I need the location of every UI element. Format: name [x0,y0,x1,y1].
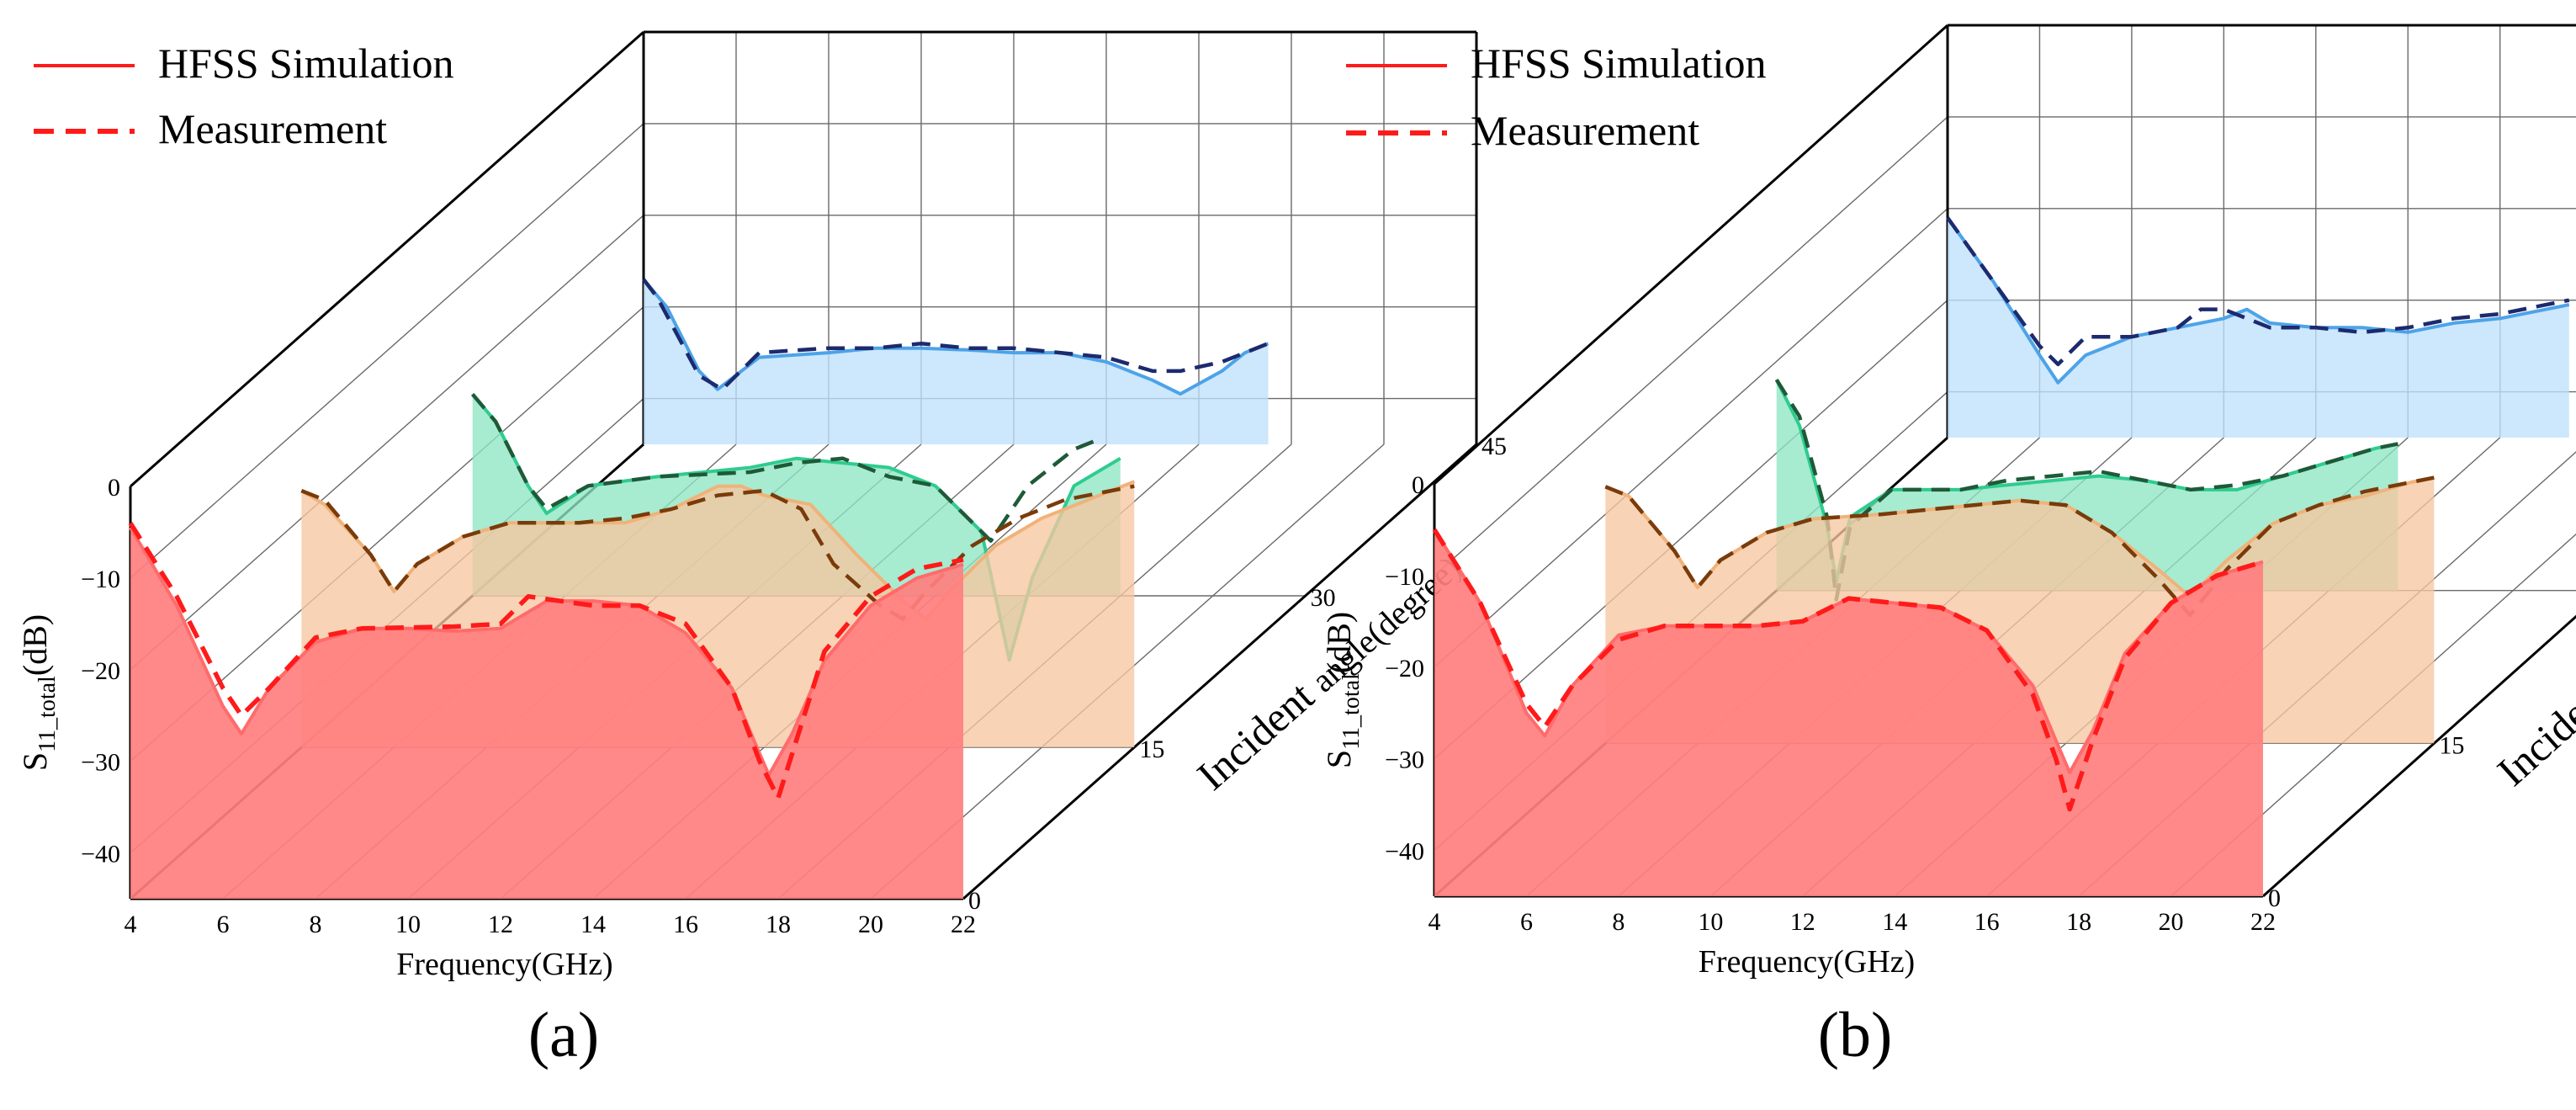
x-tick-label: 8 [310,911,322,938]
x-axis-label: Frequency(GHz) [396,947,612,982]
measurement-line-45deg [1946,216,2570,367]
area-fill-0deg [130,528,963,899]
y-tick-label: −10 [81,566,120,593]
x-tick-label: 16 [1974,908,2000,936]
y-tick-label: −40 [1385,838,1424,866]
legend: HFSS Simulation Measurement [1346,40,1767,154]
z-axis-line [962,443,1477,900]
measurement-line-0deg [1432,528,2264,812]
x-tick-labels: 4 6 8 10 12 14 16 18 20 22 [125,911,977,938]
x-axis-label: Frequency(GHz) [1699,944,1915,980]
z-tick-label: 15 [2439,731,2464,759]
y-axis-label-subscript: 11_total [34,676,61,752]
area-fill-0deg [1434,529,2263,896]
x-tick-label: 4 [125,911,137,938]
x-tick-label: 22 [2250,908,2276,936]
y-axis-label-unit: (dB) [1320,612,1358,673]
y-tick-label: −20 [81,657,120,685]
side-wall-gridline [130,123,644,579]
z-tick-label: 15 [1139,736,1164,763]
x-tick-label: 4 [1428,908,1441,936]
series-0deg [1432,528,2264,896]
y-axis-label: S11_total(dB) [1320,612,1365,768]
top-left-edge [130,30,644,488]
x-tick-label: 14 [580,911,606,938]
legend: HFSS Simulation Measurement [34,40,454,152]
series-45deg [642,278,1269,444]
y-tick-label: −30 [81,749,120,777]
y-axis-label: S11_total(dB) [16,614,61,771]
y-tick-label: 0 [1412,471,1424,499]
x-tick-label: 18 [766,911,791,938]
x-tick-label: 20 [2159,908,2184,936]
simulation-line-45deg [1946,216,2570,385]
x-tick-label: 10 [1698,908,1723,936]
area-fill-45deg [644,279,1269,444]
x-tick-label: 6 [1520,908,1533,936]
z-tick-label: 0 [968,887,981,915]
side-wall-gridline [130,215,644,671]
top-left-edge [1434,24,1948,486]
z-tick-label: 0 [2268,884,2281,912]
x-tick-label: 14 [1882,908,1907,936]
side-wall-gridline [130,306,644,762]
y-tick-label: −30 [1385,746,1424,774]
panel-a: 4 6 8 10 12 14 16 18 20 220−10−20−30−400153045Fre… [16,30,1507,1070]
side-wall-gridline [1434,300,1948,760]
y-axis-label-subscript: 11_total [1338,673,1365,750]
y-tick-labels: 0 −10 −20 −30 −40 [81,474,120,868]
legend-simulation-label: HFSS Simulation [158,40,454,87]
panel-caption: (a) [528,1000,599,1070]
x-tick-label: 22 [951,911,976,938]
series-0deg [128,522,964,899]
z-axis-label-main: Incident [1188,666,1330,799]
y-tick-label: 0 [108,474,120,502]
z-axis-line [2262,614,2576,898]
series-45deg [1946,216,2570,438]
area-fill-45deg [1948,217,2569,438]
x-tick-label: 18 [2066,908,2091,936]
side-wall-gridline [1434,208,1948,668]
legend-measurement-label: Measurement [158,105,387,152]
x-tick-label: 12 [1790,908,1815,936]
measurement-line-45deg [642,278,1269,391]
z-axis-label-main: Incident [2489,661,2576,794]
x-tick-label: 16 [673,911,698,938]
legend-measurement-label: Measurement [1471,107,1699,154]
x-tick-label: 6 [217,911,230,938]
z-tick-label: 30 [1311,584,1336,612]
y-tick-label: −20 [1385,655,1424,682]
y-tick-labels: 0 −10 −20 −30 −40 [1385,471,1424,866]
panel-caption: (b) [1818,1000,1893,1070]
x-tick-label: 10 [395,911,421,938]
y-axis-label-unit: (dB) [16,614,54,676]
measurement-line-30deg [470,392,1099,543]
legend-simulation-label: HFSS Simulation [1471,40,1767,87]
y-tick-label: −40 [81,841,120,868]
x-tick-labels: 4 6 8 10 12 14 16 18 20 22 [1428,908,2277,936]
x-tick-label: 20 [858,911,883,938]
x-tick-label: 12 [488,911,513,938]
side-wall-gridline [1434,116,1948,576]
y-tick-label: −10 [1385,563,1424,591]
z-axis-label: Incident angle(degree) [2489,538,2576,795]
x-tick-label: 8 [1612,908,1625,936]
measurement-line-15deg [1604,475,2435,618]
measurement-line-0deg [128,522,964,800]
y-axis-label-main: S [16,752,54,771]
panel-b: 468101214161820220−10−20−30−400153045Fre… [1320,24,2576,1070]
y-axis-label-main: S [1320,750,1358,768]
simulation-line-0deg [129,526,964,777]
